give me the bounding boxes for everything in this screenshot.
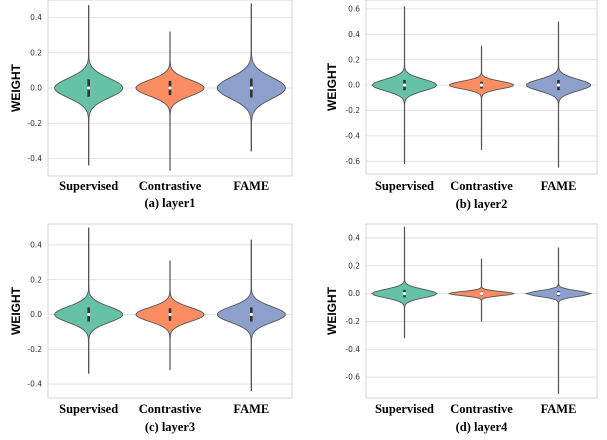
violin-median xyxy=(556,292,561,296)
x-tick-label: Supervised xyxy=(375,179,434,193)
violin-contrastive xyxy=(135,260,205,371)
y-tick-label: 0.0 xyxy=(348,81,360,90)
violin-body xyxy=(135,31,205,171)
y-tick-label: 0.2 xyxy=(348,55,360,64)
y-tick-label: 0.4 xyxy=(348,30,360,39)
violin-body xyxy=(216,3,286,152)
panel-layer3: 0.4 0.2 0.0 -0.2 -0.4 Supervised Contrastive FA… xyxy=(9,223,293,434)
y-tick-label: -0.4 xyxy=(345,345,360,354)
violin-median xyxy=(168,86,172,90)
violin-supervised xyxy=(371,226,438,339)
panel-caption: (d) layer4 xyxy=(456,420,508,434)
panel-layer1: 0.4 0.2 0.0 -0.2 -0.4 Supervised Contrastive FA… xyxy=(9,0,293,210)
violin-supervised xyxy=(54,227,124,374)
y-tick-label: -0.2 xyxy=(27,119,42,128)
x-tick-label: Supervised xyxy=(59,179,118,193)
y-tick-label: 0.2 xyxy=(30,275,42,284)
y-tick-label: 0.2 xyxy=(30,48,42,57)
violin-median xyxy=(249,86,253,90)
violin-median xyxy=(249,312,253,317)
violin-body xyxy=(449,45,514,150)
violin-fame xyxy=(526,21,591,168)
violin-body xyxy=(524,247,593,394)
violin-median xyxy=(87,86,91,90)
violin-median xyxy=(87,312,91,317)
violin-contrastive xyxy=(449,45,514,150)
violin-body xyxy=(54,227,124,374)
violin-contrastive xyxy=(447,258,516,322)
violin-fame xyxy=(524,247,593,394)
violin-contrastive xyxy=(135,31,205,171)
y-tick-label: -0.2 xyxy=(345,317,360,326)
violin-body xyxy=(526,21,591,168)
violin-fame xyxy=(216,3,286,152)
panel-caption: (a) layer1 xyxy=(144,196,195,210)
y-tick-label: 0.4 xyxy=(30,13,42,22)
x-tick-label: FAME xyxy=(541,179,577,193)
panel-layer2: 0.6 0.4 0.2 0.0 -0.2 -0.4 -0.6 Supervised Contra… xyxy=(325,0,598,211)
x-tick-label: FAME xyxy=(233,402,269,416)
violin-median xyxy=(168,312,172,317)
y-tick-label: -0.4 xyxy=(27,380,42,389)
y-axis-label: WEIGHT xyxy=(9,286,23,335)
x-tick-label: Supervised xyxy=(375,402,434,416)
violin-supervised xyxy=(371,6,438,164)
y-tick-label: 0.4 xyxy=(348,234,360,243)
x-tick-label: Contrastive xyxy=(450,402,513,416)
violin-body xyxy=(447,258,516,322)
violin-median xyxy=(556,83,561,87)
y-tick-label: 0.0 xyxy=(348,289,360,298)
y-tick-label: -0.2 xyxy=(345,106,360,115)
y-tick-label: -0.6 xyxy=(345,373,360,382)
y-axis-label: WEIGHT xyxy=(325,286,339,335)
violin-median xyxy=(402,83,407,87)
panel-caption: (b) layer2 xyxy=(456,197,508,211)
y-tick-label: -0.6 xyxy=(345,157,360,166)
violin-median xyxy=(479,292,484,296)
y-tick-label: -0.4 xyxy=(27,154,42,163)
y-tick-label: -0.2 xyxy=(27,345,42,354)
x-tick-label: Contrastive xyxy=(139,179,202,193)
x-tick-label: FAME xyxy=(233,179,269,193)
y-tick-label: 0.0 xyxy=(30,310,42,319)
y-axis-label: WEIGHT xyxy=(325,62,339,111)
violin-median xyxy=(402,292,407,296)
y-axis-label: WEIGHT xyxy=(9,63,23,112)
violin-body xyxy=(371,226,438,339)
y-tick-label: 0.4 xyxy=(30,240,42,249)
y-tick-label: 0.6 xyxy=(348,4,360,13)
x-tick-label: Contrastive xyxy=(139,402,202,416)
violin-supervised xyxy=(54,5,124,166)
panel-caption: (c) layer3 xyxy=(145,420,195,434)
violin-fame xyxy=(216,239,286,392)
panel-layer4: 0.4 0.2 0.0 -0.2 -0.4 -0.6 Supervised Contrasti… xyxy=(325,223,598,434)
y-tick-label: -0.4 xyxy=(345,131,360,140)
y-tick-label: 0.2 xyxy=(348,261,360,270)
violin-median xyxy=(479,83,484,87)
x-tick-label: Contrastive xyxy=(450,179,513,193)
y-tick-label: 0.0 xyxy=(30,84,42,93)
x-tick-label: FAME xyxy=(541,402,577,416)
x-tick-label: Supervised xyxy=(59,402,118,416)
